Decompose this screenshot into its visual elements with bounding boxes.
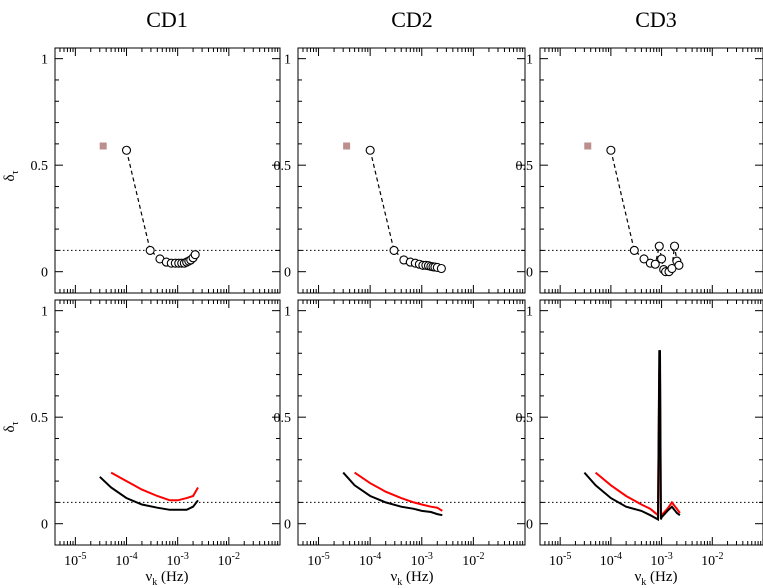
title-cd1: CD1	[146, 7, 188, 32]
y-tick-label: 1	[41, 305, 48, 320]
y-tick-label: 0	[526, 266, 533, 281]
square-marker	[584, 142, 592, 150]
data-point	[674, 260, 684, 270]
data-point	[657, 254, 667, 264]
title-cd3: CD3	[635, 7, 677, 32]
dashed-connector	[125, 150, 196, 264]
data-point	[145, 245, 155, 255]
data-point	[629, 245, 639, 255]
plot-frame	[539, 47, 763, 294]
x-tick-label: 10-3	[167, 551, 189, 569]
x-tick-label: 10-2	[218, 551, 240, 569]
plot-frame	[297, 299, 526, 546]
x-axis-label-cd3: νk (Hz)	[634, 569, 677, 588]
panel-bottom-cd3: 0 0.5 1 10-5 10-4 10-3 10-2	[516, 299, 763, 569]
dashed-connector	[610, 150, 680, 273]
data-point	[365, 145, 375, 155]
x-tick-label: 10-5	[307, 551, 329, 569]
x-tick-label: 10-4	[115, 551, 137, 569]
y-tick-label: 1	[41, 53, 48, 68]
data-point	[121, 145, 132, 155]
plot-frame	[54, 299, 281, 546]
y-tick-label: 1	[284, 53, 291, 68]
x-axis-label-cd2: νk (Hz)	[390, 569, 433, 588]
y-tick-label: 0	[284, 266, 291, 281]
x-tick-label: 10-5	[549, 551, 571, 569]
square-marker	[99, 142, 107, 150]
x-tick-label: 10-4	[359, 551, 381, 569]
x-axis-label-cd1: νk (Hz)	[145, 569, 188, 588]
y-tick-label: 0.5	[274, 159, 292, 174]
x-tick-label: 10-3	[411, 551, 433, 569]
data-point	[389, 245, 399, 255]
panel-top-cd2: 00.51	[274, 47, 526, 294]
x-tick-label: 10-5	[64, 551, 86, 569]
y-tick-label: 0.5	[31, 159, 49, 174]
data-point	[190, 250, 200, 260]
y-axis-label-bottom: δτ	[2, 421, 21, 432]
y-tick-label: 0	[526, 518, 533, 533]
y-tick-label: 0	[284, 518, 291, 533]
data-point	[669, 241, 680, 251]
series-line-black	[342, 471, 443, 517]
y-tick-label: 1	[284, 305, 291, 320]
title-cd2: CD2	[391, 7, 433, 32]
y-tick-label: 0.5	[516, 411, 534, 426]
plot-frame	[297, 47, 526, 294]
y-tick-label: 0	[41, 518, 48, 533]
y-tick-label: 0.5	[274, 411, 292, 426]
series-line-black	[583, 350, 681, 522]
panel-top-cd1: 00.51	[31, 47, 281, 294]
y-tick-label: 0.5	[516, 159, 534, 174]
y-tick-label: 1	[526, 53, 533, 68]
x-tick-label: 10-3	[650, 551, 672, 569]
data-point	[654, 241, 664, 251]
x-tick-label: 10-2	[462, 551, 484, 569]
y-tick-label: 0	[41, 266, 48, 281]
data-point	[606, 145, 616, 155]
series-line-red	[354, 471, 443, 512]
x-tick-label: 10-4	[600, 551, 622, 569]
plot-frame	[539, 299, 763, 546]
square-marker	[343, 142, 351, 150]
series-line-red	[110, 471, 199, 502]
plot-frame	[54, 47, 281, 294]
panel-top-cd3: 00.51	[516, 47, 763, 294]
panel-bottom-cd2: 0 0.5 1 10-5 10-4 10-3 10-2	[274, 299, 526, 569]
series-line-black	[99, 476, 199, 511]
data-point	[639, 254, 649, 264]
data-point	[650, 259, 660, 269]
y-tick-label: 0.5	[31, 411, 49, 426]
data-point	[436, 263, 446, 274]
y-axis-label-top: δτ	[2, 170, 21, 181]
y-tick-label: 1	[526, 305, 533, 320]
x-tick-label: 10-2	[701, 551, 723, 569]
panel-bottom-cd1: 0 0.5 1 10-5 10-4 10-3 10-2	[31, 299, 281, 569]
